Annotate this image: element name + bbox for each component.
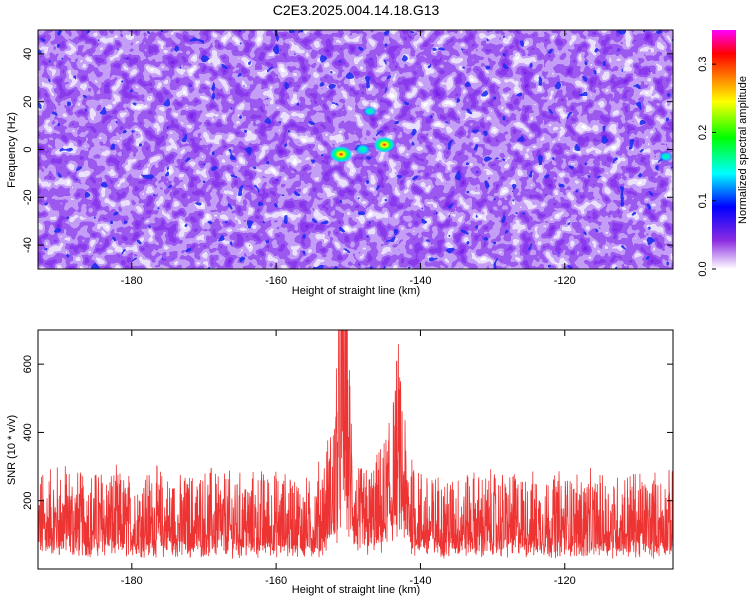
snr-frame [37, 329, 674, 570]
snr-x-ticks: -180 -160 -140 -120 [121, 330, 576, 587]
chart-title: C2E3.2025.004.14.18.G13 [273, 2, 440, 18]
spectrogram-y-tick-label: -40 [22, 237, 34, 253]
spectrogram-x-tick-label: -140 [409, 275, 431, 287]
spectrogram-hotspots [329, 105, 673, 163]
spectrogram-hotspot [362, 105, 378, 117]
colorbar-label: Normalized spectral amplitude [737, 76, 749, 224]
spectrogram-x-ticks: -180 -160 -140 -120 [121, 30, 576, 287]
snr-x-tick-label: -140 [409, 575, 431, 587]
spectrogram-hotspot [658, 151, 673, 163]
spectrogram-y-axis-label: Frequency (Hz) [6, 112, 18, 188]
spectrogram-x-tick-label: -120 [554, 275, 576, 287]
snr-x-tick-label: -160 [265, 575, 287, 587]
spectrogram-y-tick-label: -20 [22, 189, 34, 205]
spectrogram-panel: -180 -160 -140 -120 -40 -20 0 20 40 Height of s… [6, 29, 674, 297]
snr-x-tick-label: -120 [554, 575, 576, 587]
snr-series-line [38, 330, 673, 559]
snr-y-tick-label: 600 [22, 355, 34, 373]
spectrogram-hotspot [354, 143, 372, 156]
spectrogram-y-ticks: -40 -20 0 20 40 [22, 48, 673, 253]
spectrogram-hotspot [373, 136, 395, 153]
spectrogram-y-tick-label: 40 [22, 48, 34, 60]
spectrogram-y-tick-label: 0 [22, 146, 34, 152]
snr-y-ticks: 200 400 600 [22, 355, 673, 510]
spectrogram-hotspot [329, 146, 353, 163]
colorbar: 0.0 0.1 0.2 0.3 Normalized spectral amplitu… [697, 30, 749, 277]
colorbar-tick-label: 0.0 [697, 261, 709, 276]
snr-y-tick-label: 400 [22, 423, 34, 441]
snr-panel: -180 -160 -140 -120 200 400 600 Height of str… [6, 329, 674, 596]
colorbar-ticks: 0.0 0.1 0.2 0.3 [697, 56, 716, 277]
snr-y-tick-label: 200 [22, 492, 34, 510]
colorbar-tick-label: 0.3 [697, 56, 709, 71]
colorbar-tick-label: 0.1 [697, 193, 709, 208]
snr-x-tick-label: -180 [121, 575, 143, 587]
colorbar-gradient [712, 30, 736, 269]
snr-y-axis-label: SNR (10 * v/v) [6, 415, 18, 485]
spectrogram-x-tick-label: -160 [265, 275, 287, 287]
colorbar-tick-label: 0.2 [697, 125, 709, 140]
spectrogram-x-axis-label: Height of straight line (km) [292, 285, 420, 297]
snr-x-axis-label: Height of straight line (km) [292, 584, 420, 596]
spectrogram-y-tick-label: 20 [22, 96, 34, 108]
spectrogram-x-tick-label: -180 [121, 275, 143, 287]
